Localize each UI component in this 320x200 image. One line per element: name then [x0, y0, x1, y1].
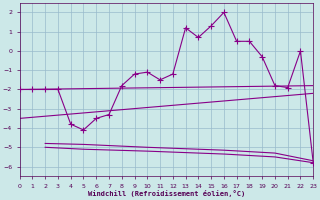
X-axis label: Windchill (Refroidissement éolien,°C): Windchill (Refroidissement éolien,°C) [88, 190, 245, 197]
